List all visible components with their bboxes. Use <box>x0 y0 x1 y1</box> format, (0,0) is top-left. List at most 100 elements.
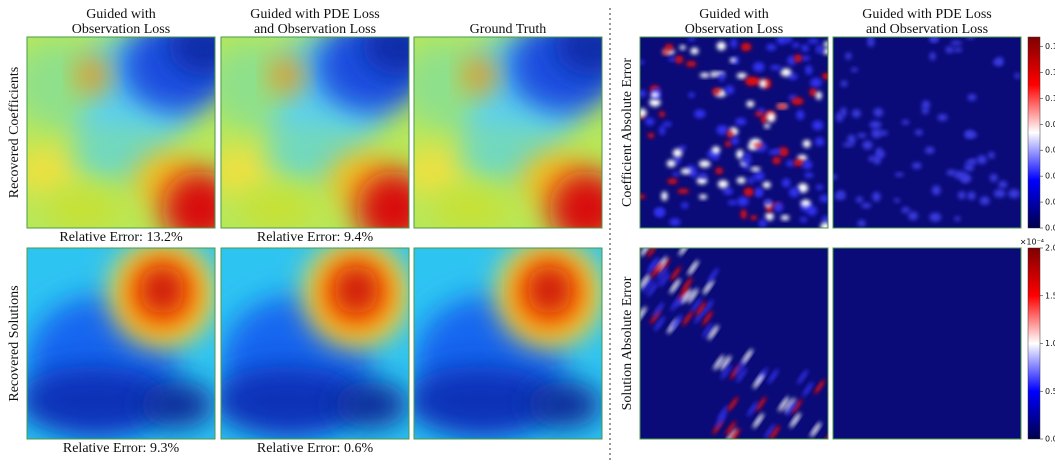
speck <box>712 87 721 95</box>
speck <box>680 168 692 175</box>
speck <box>788 73 798 81</box>
column-header: Observation Loss <box>685 22 783 37</box>
speck <box>946 169 957 176</box>
blob <box>162 170 215 228</box>
speck <box>797 369 809 385</box>
speck <box>801 44 809 52</box>
tick: 1.0 <box>1045 339 1055 348</box>
speck <box>754 111 764 117</box>
speck <box>815 48 823 53</box>
speck <box>702 279 714 295</box>
speck <box>745 76 757 86</box>
blob <box>526 265 572 315</box>
blob <box>77 58 108 93</box>
panel-frame <box>832 247 1022 440</box>
speck <box>953 47 963 53</box>
speck <box>799 55 811 61</box>
speck <box>650 263 662 279</box>
speck <box>682 310 694 326</box>
speck <box>716 125 729 135</box>
speck <box>712 154 720 160</box>
speck <box>747 177 755 184</box>
speck <box>996 56 1004 66</box>
blob <box>239 189 315 228</box>
speck <box>976 155 987 165</box>
speck <box>929 212 942 222</box>
tick: 0.10 <box>1045 94 1055 103</box>
speck <box>836 190 846 197</box>
speck <box>840 80 848 87</box>
heatmap <box>833 248 1021 439</box>
speck <box>718 73 725 82</box>
speck <box>649 98 661 107</box>
colorbar <box>1027 36 1041 229</box>
speck <box>833 174 838 180</box>
speck <box>924 146 935 154</box>
speck <box>804 172 814 178</box>
speck <box>694 109 706 119</box>
speck <box>921 100 931 110</box>
speck <box>674 156 681 164</box>
speck <box>740 42 752 52</box>
background <box>833 248 1021 439</box>
heatmap <box>27 37 215 228</box>
speck <box>736 367 748 383</box>
tick: 0.08 <box>1045 120 1055 129</box>
speck <box>647 257 659 273</box>
panel-frame <box>639 36 829 229</box>
heatmap <box>640 37 828 228</box>
speck <box>800 199 811 207</box>
speck <box>647 132 655 139</box>
speck <box>931 185 941 196</box>
blob <box>333 381 409 428</box>
colorbar <box>1027 247 1041 440</box>
speck <box>793 159 805 167</box>
speck <box>773 202 784 213</box>
speck <box>640 60 645 65</box>
speck <box>797 183 809 193</box>
colorbar-scale: ×10⁻⁴ <box>1020 238 1044 247</box>
speck <box>960 174 972 183</box>
speck <box>702 322 714 338</box>
speck <box>640 108 647 118</box>
blob <box>555 37 602 76</box>
speck <box>658 111 666 118</box>
blob <box>414 42 484 127</box>
speck <box>752 61 765 72</box>
tick: 0.04 <box>1045 172 1055 181</box>
column-header: and Observation Loss <box>254 22 376 37</box>
speck <box>743 153 751 159</box>
speck <box>807 205 818 216</box>
speck <box>698 160 711 168</box>
speck <box>710 71 717 78</box>
panel-frame <box>639 247 829 440</box>
speck <box>845 52 852 60</box>
speck <box>740 209 747 220</box>
speck <box>764 424 776 439</box>
speck <box>840 107 847 117</box>
speck <box>753 171 765 181</box>
speck <box>725 428 737 439</box>
speck <box>656 266 668 281</box>
speck <box>785 160 796 167</box>
tick: 2.0 <box>1045 244 1055 253</box>
panel-frame <box>220 247 410 440</box>
speck <box>702 299 714 315</box>
speck <box>669 278 681 294</box>
speck <box>679 45 686 50</box>
speck <box>687 260 699 276</box>
speck <box>957 191 966 200</box>
speck <box>646 248 658 258</box>
speck <box>729 428 741 439</box>
speck <box>685 61 697 67</box>
speck <box>787 55 797 66</box>
blob <box>221 366 362 436</box>
speck <box>791 399 802 415</box>
speck <box>788 187 800 198</box>
heatmap <box>221 37 409 228</box>
speck <box>778 147 789 157</box>
speck <box>754 187 763 197</box>
speck <box>780 215 790 221</box>
speck <box>752 413 764 429</box>
blob <box>168 37 215 76</box>
